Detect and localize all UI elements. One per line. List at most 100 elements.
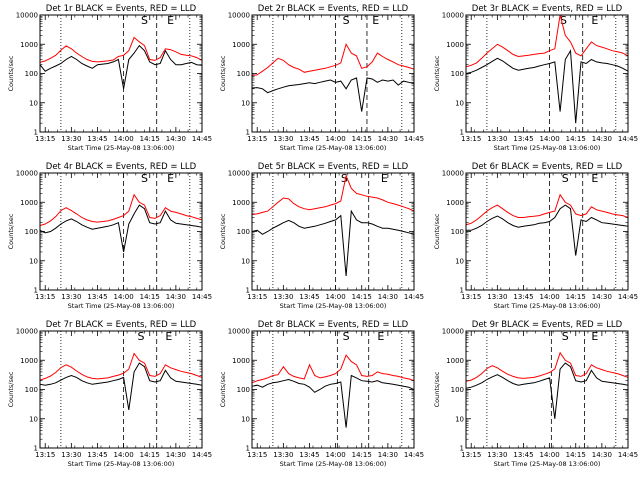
y-tick-label: 10000 — [16, 12, 38, 20]
y-tick-label: 1000 — [232, 41, 250, 49]
x-tick-label: 13:30 — [61, 293, 81, 301]
start-marker-label: S — [141, 172, 148, 185]
x-tick-label: 14:45 — [404, 293, 424, 301]
series-group — [40, 193, 202, 252]
y-tick-label: 1 — [246, 445, 250, 453]
x-tick-label: 14:00 — [540, 293, 560, 301]
x-tick-label: 13:45 — [299, 135, 319, 143]
y-tick-label: 100 — [451, 386, 464, 394]
events-series-line — [466, 362, 628, 419]
y-tick-label: 1000 — [20, 199, 38, 207]
x-tick-label: 14:15 — [566, 135, 586, 143]
x-tick-label: 14:45 — [618, 451, 638, 459]
lld-series-line — [252, 43, 414, 77]
x-tick-label: 13:15 — [35, 451, 55, 459]
x-tick-label: 14:00 — [326, 451, 346, 459]
y-tick-label: 100 — [451, 70, 464, 78]
x-tick-label: 14:45 — [192, 451, 212, 459]
x-tick-label: 13:45 — [87, 135, 107, 143]
x-axis-label: Start Time (25-May-08 13:06:00) — [68, 460, 175, 468]
plot-frame — [39, 172, 203, 291]
x-axis-label: Start Time (25-May-08 13:06:00) — [68, 144, 175, 152]
start-marker-label: S — [343, 330, 350, 343]
events-series-line — [252, 77, 414, 112]
y-tick-label: 1 — [34, 129, 38, 137]
start-marker-label: S — [141, 14, 148, 27]
series-group — [466, 15, 628, 124]
y-tick-label: 1 — [34, 287, 38, 295]
x-axis-label: Start Time (25-May-08 13:06:00) — [280, 460, 387, 468]
panel-title: Det 6r BLACK = Events, RED = LLD — [472, 162, 623, 172]
x-tick-label: 14:45 — [192, 293, 212, 301]
x-tick-label: 13:30 — [273, 451, 293, 459]
plot-frame — [465, 14, 629, 133]
start-marker-label: S — [560, 14, 567, 27]
y-tick-label: 1 — [460, 287, 464, 295]
x-tick-label: 14:45 — [404, 451, 424, 459]
panel-title: Det 9r BLACK = Events, RED = LLD — [472, 320, 623, 330]
x-tick-label: 14:00 — [540, 135, 560, 143]
y-tick-label: 1000 — [20, 41, 38, 49]
y-tick-label: 10 — [241, 415, 250, 423]
y-tick-label: 1 — [460, 129, 464, 137]
plot-frame — [465, 172, 629, 291]
y-tick-label: 1 — [460, 445, 464, 453]
start-marker-label: S — [341, 172, 348, 185]
y-tick-label: 1 — [34, 445, 38, 453]
lld-series-line — [466, 193, 628, 226]
panel-title: Det 7r BLACK = Events, RED = LLD — [46, 320, 197, 330]
y-axis-label: Counts/sec — [219, 371, 227, 407]
y-tick-label: 10000 — [16, 328, 38, 336]
x-tick-label: 14:45 — [192, 135, 212, 143]
series-group — [40, 36, 202, 89]
x-tick-label: 14:30 — [592, 293, 612, 301]
plot-frame — [465, 330, 629, 449]
y-tick-label: 10 — [455, 99, 464, 107]
lld-series-line — [252, 354, 414, 384]
y-axis-label: Counts/sec — [219, 55, 227, 91]
lld-series-line — [40, 36, 202, 63]
lld-series-line — [466, 15, 628, 68]
events-series-line — [40, 362, 202, 410]
y-tick-label: 1000 — [446, 41, 464, 49]
x-tick-label: 13:30 — [61, 451, 81, 459]
x-axis-label: Start Time (25-May-08 13:06:00) — [494, 302, 601, 310]
lld-series-line — [252, 174, 414, 216]
x-tick-label: 14:30 — [592, 135, 612, 143]
y-tick-label: 1000 — [446, 357, 464, 365]
x-tick-label: 13:15 — [461, 451, 481, 459]
y-tick-label: 100 — [237, 70, 250, 78]
events-series-line — [40, 44, 202, 89]
x-tick-label: 14:00 — [326, 293, 346, 301]
y-tick-label: 10 — [29, 257, 38, 265]
y-axis-label: Counts/sec — [7, 213, 15, 249]
y-tick-label: 10 — [455, 257, 464, 265]
x-tick-label: 14:30 — [166, 293, 186, 301]
y-tick-label: 1000 — [446, 199, 464, 207]
series-group — [252, 43, 414, 112]
end-marker-label: E — [591, 330, 598, 343]
start-marker-label: S — [343, 14, 350, 27]
x-tick-label: 14:45 — [618, 135, 638, 143]
y-tick-label: 100 — [237, 386, 250, 394]
y-tick-label: 10000 — [228, 170, 250, 178]
plot-frame — [39, 330, 203, 449]
y-tick-label: 1 — [246, 287, 250, 295]
x-tick-label: 13:30 — [487, 135, 507, 143]
y-tick-label: 10 — [29, 99, 38, 107]
y-axis-label: Counts/sec — [219, 213, 227, 249]
x-axis-label: Start Time (25-May-08 13:06:00) — [280, 144, 387, 152]
y-tick-label: 100 — [25, 228, 38, 236]
x-tick-label: 13:15 — [247, 135, 267, 143]
x-tick-label: 14:30 — [166, 135, 186, 143]
end-marker-label: E — [167, 14, 174, 27]
x-axis-label: Start Time (25-May-08 13:06:00) — [494, 460, 601, 468]
series-group — [252, 174, 414, 277]
y-tick-label: 10000 — [442, 170, 464, 178]
x-tick-label: 13:15 — [461, 293, 481, 301]
plot-frame — [251, 14, 415, 133]
x-tick-label: 13:45 — [87, 293, 107, 301]
